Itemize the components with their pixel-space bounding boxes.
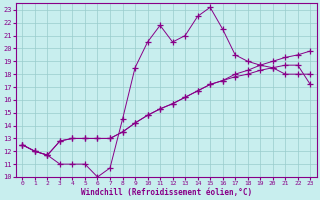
X-axis label: Windchill (Refroidissement éolien,°C): Windchill (Refroidissement éolien,°C) [81,188,252,197]
